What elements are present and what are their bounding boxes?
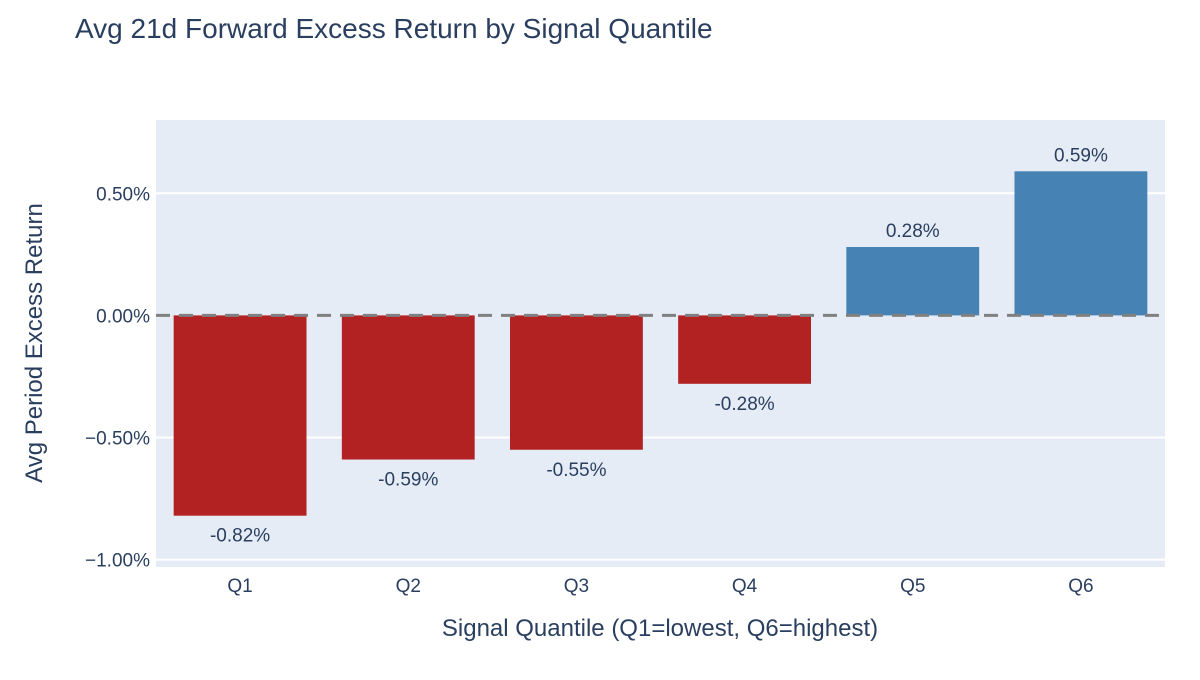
x-axis-title: Signal Quantile (Q1=lowest, Q6=highest) bbox=[442, 615, 878, 642]
bar-q5 bbox=[846, 247, 980, 316]
bar-q1 bbox=[173, 315, 307, 516]
y-axis-title: Avg Period Excess Return bbox=[21, 203, 48, 483]
data-label-q4: -0.28% bbox=[714, 394, 774, 415]
bar-q3 bbox=[509, 315, 643, 450]
y-tick-label: 0.00% bbox=[96, 306, 150, 327]
x-tick-label: Q2 bbox=[396, 576, 421, 597]
x-tick-label: Q3 bbox=[564, 576, 589, 597]
y-tick-label: −1.00% bbox=[85, 551, 150, 572]
x-tick-label: Q1 bbox=[227, 576, 252, 597]
bar-q2 bbox=[341, 315, 475, 460]
x-tick-label: Q5 bbox=[900, 576, 925, 597]
data-label-q5: 0.28% bbox=[886, 221, 940, 242]
data-label-q1: -0.82% bbox=[210, 526, 270, 547]
chart-title: Avg 21d Forward Excess Return by Signal … bbox=[75, 13, 713, 44]
bar-q4 bbox=[678, 315, 812, 384]
y-tick-label: 0.50% bbox=[96, 184, 150, 205]
plot-area bbox=[156, 120, 1165, 567]
x-tick-labels: Q1 Q2 Q3 Q4 Q5 Q6 bbox=[227, 576, 1093, 597]
gridlines bbox=[156, 192, 1165, 561]
x-tick-label: Q6 bbox=[1068, 576, 1093, 597]
data-label-q6: 0.59% bbox=[1054, 145, 1108, 166]
y-tick-labels: 0.50% 0.00% −0.50% −1.00% bbox=[85, 184, 150, 571]
data-label-q2: -0.59% bbox=[378, 470, 438, 491]
bar-q6 bbox=[1014, 171, 1148, 316]
data-labels: -0.82% -0.59% -0.55% -0.28% 0.28% 0.59% bbox=[210, 145, 1108, 546]
data-label-q3: -0.55% bbox=[546, 460, 606, 481]
x-tick-label: Q4 bbox=[732, 576, 758, 597]
bars bbox=[173, 171, 1148, 516]
y-tick-label: −0.50% bbox=[85, 429, 150, 450]
